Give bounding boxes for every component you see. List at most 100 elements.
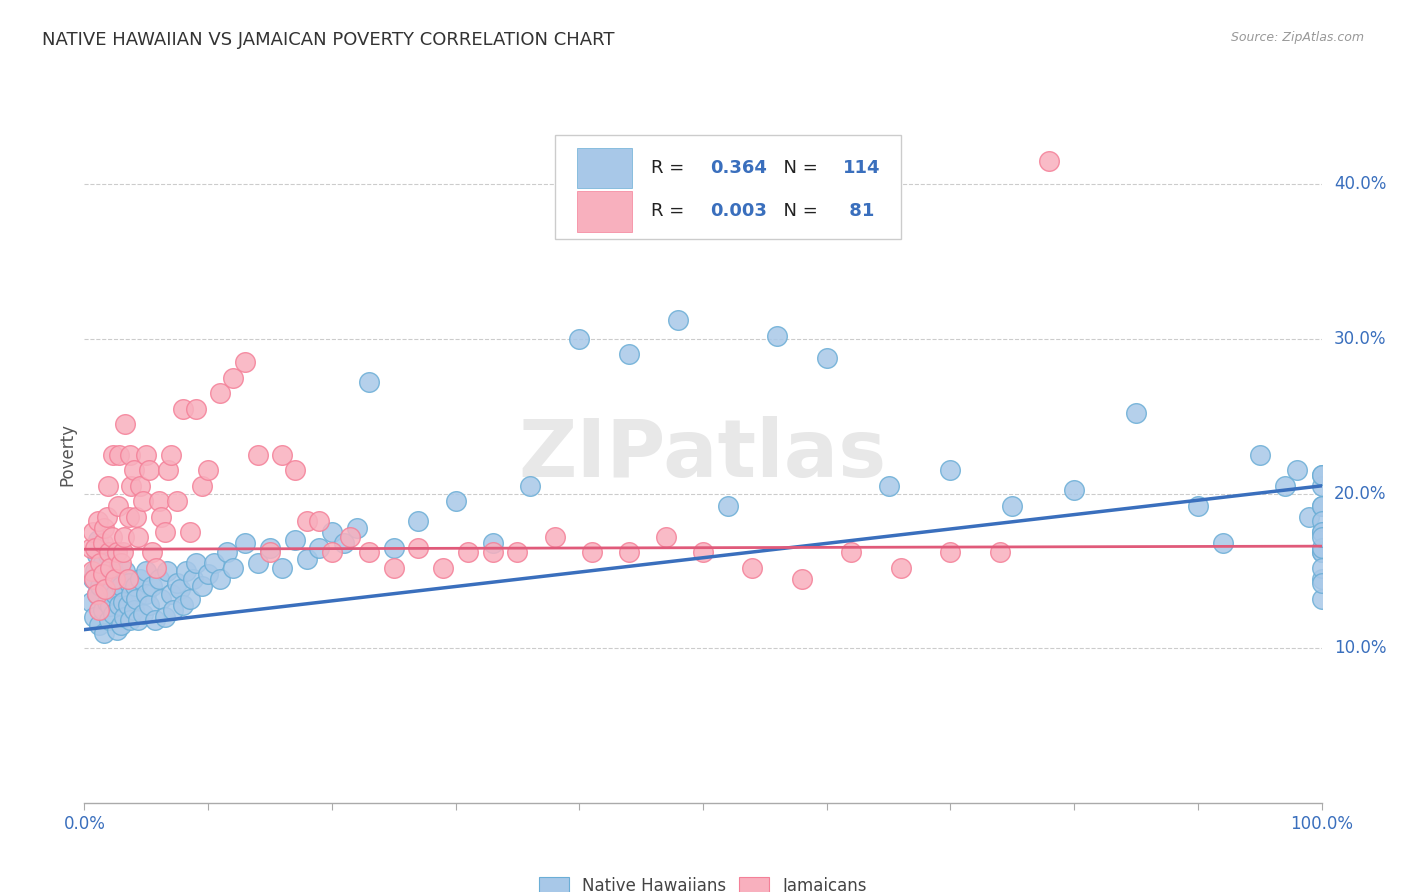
Point [295, 515, 318, 529]
Text: 0.364: 0.364 [710, 160, 768, 178]
Point [104, 587, 127, 601]
Point [94, 572, 117, 586]
Point [91, 602, 114, 616]
Point [1310, 525, 1333, 540]
Point [408, 515, 430, 529]
Point [117, 598, 139, 612]
Point [357, 376, 380, 390]
Legend: Native Hawaiians, Jamaicans: Native Hawaiians, Jamaicans [531, 871, 875, 892]
Point [741, 561, 763, 575]
Point [1310, 530, 1333, 544]
Text: 40.0%: 40.0% [1334, 176, 1386, 194]
Point [1310, 545, 1333, 559]
Point [117, 572, 139, 586]
Point [481, 545, 503, 559]
Point [333, 536, 356, 550]
Point [939, 463, 962, 477]
Point [110, 618, 132, 632]
Point [114, 417, 136, 431]
Text: 10.0%: 10.0% [1334, 640, 1386, 657]
Point [82, 572, 104, 586]
Point [141, 579, 163, 593]
Point [97, 479, 120, 493]
Point [80, 564, 103, 578]
Point [111, 595, 134, 609]
Point [145, 561, 167, 575]
Point [89, 579, 111, 593]
Point [717, 499, 740, 513]
Point [988, 545, 1011, 559]
Point [148, 572, 170, 586]
Point [108, 598, 131, 612]
Point [169, 582, 191, 597]
Point [543, 530, 565, 544]
Text: N =: N = [772, 202, 824, 220]
Point [1310, 499, 1333, 513]
Point [166, 494, 188, 508]
Point [617, 545, 640, 559]
Point [1285, 463, 1308, 477]
Point [91, 556, 114, 570]
Point [1310, 479, 1333, 493]
Point [127, 530, 149, 544]
Point [94, 582, 117, 597]
Point [129, 479, 152, 493]
Point [1125, 406, 1147, 420]
Point [1249, 448, 1271, 462]
Point [246, 556, 269, 570]
Point [202, 556, 225, 570]
Point [197, 463, 219, 477]
Point [120, 479, 142, 493]
Point [209, 386, 232, 401]
Point [295, 551, 318, 566]
Point [143, 613, 166, 627]
Point [100, 556, 122, 570]
Point [215, 545, 238, 559]
FancyBboxPatch shape [576, 191, 633, 232]
Point [131, 494, 153, 508]
Point [118, 509, 141, 524]
FancyBboxPatch shape [554, 135, 901, 239]
Point [89, 556, 111, 570]
Point [118, 576, 141, 591]
Point [124, 579, 146, 593]
Point [127, 613, 149, 627]
Point [129, 572, 152, 586]
Point [939, 545, 962, 559]
Point [339, 530, 361, 544]
Point [197, 566, 219, 581]
Point [181, 572, 204, 586]
Point [321, 525, 343, 540]
Point [91, 536, 114, 550]
Point [172, 598, 194, 612]
Point [1310, 561, 1333, 575]
Text: N =: N = [772, 160, 824, 178]
Point [815, 351, 838, 365]
Point [581, 545, 603, 559]
Point [153, 525, 176, 540]
Point [97, 549, 120, 563]
Point [153, 610, 176, 624]
Point [100, 582, 122, 597]
Point [86, 549, 108, 563]
Point [1310, 525, 1333, 540]
Point [284, 533, 307, 547]
Point [148, 494, 170, 508]
Point [105, 623, 128, 637]
Point [174, 564, 197, 578]
Point [1310, 468, 1333, 483]
Point [122, 463, 145, 477]
Point [160, 448, 183, 462]
Point [1274, 479, 1296, 493]
Point [120, 613, 142, 627]
Point [233, 536, 256, 550]
Point [107, 499, 129, 513]
Point [692, 545, 714, 559]
Point [172, 401, 194, 416]
Point [104, 572, 127, 586]
Point [568, 332, 591, 346]
Point [1063, 483, 1085, 498]
Point [271, 448, 294, 462]
Point [125, 591, 148, 606]
Text: R =: R = [651, 160, 690, 178]
